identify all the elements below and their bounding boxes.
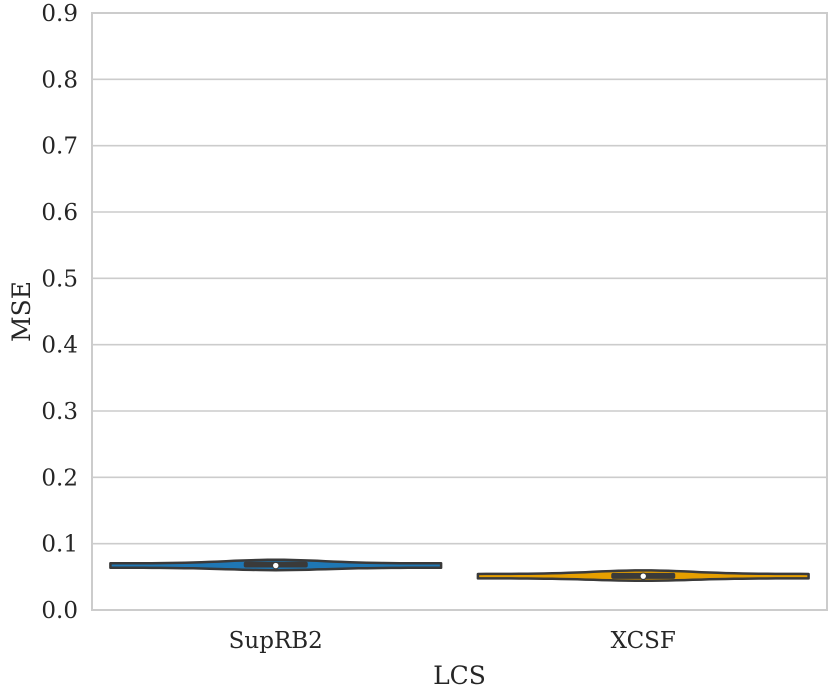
y-tick-label: 0.6 bbox=[41, 200, 78, 226]
y-tick-label: 0.1 bbox=[41, 532, 78, 558]
median-marker bbox=[272, 561, 280, 570]
median-marker bbox=[639, 572, 647, 580]
y-tick-label: 0.7 bbox=[41, 134, 78, 160]
y-tick-label: 0.0 bbox=[41, 598, 78, 624]
y-tick-label: 0.2 bbox=[41, 465, 78, 491]
y-tick-label: 0.5 bbox=[41, 266, 78, 292]
grid-lines bbox=[92, 12, 827, 611]
y-tick-label: 0.4 bbox=[41, 333, 78, 359]
y-tick-label: 0.9 bbox=[41, 1, 78, 27]
y-tick-label: 0.3 bbox=[41, 399, 78, 425]
plot-frame bbox=[91, 12, 828, 611]
x-tick-label: SupRB2 bbox=[229, 628, 323, 654]
y-axis-label: MSE bbox=[7, 281, 36, 342]
x-axis-label: LCS bbox=[433, 661, 486, 690]
violin-plots bbox=[109, 558, 810, 583]
y-tick-label: 0.8 bbox=[41, 67, 78, 93]
x-tick-label: XCSF bbox=[611, 628, 676, 654]
x-tick-labels: SupRB2 XCSF bbox=[229, 628, 676, 654]
y-tick-labels: 0.0 0.1 0.2 0.3 0.4 0.5 0.6 0.7 0.8 0.9 bbox=[41, 1, 78, 624]
